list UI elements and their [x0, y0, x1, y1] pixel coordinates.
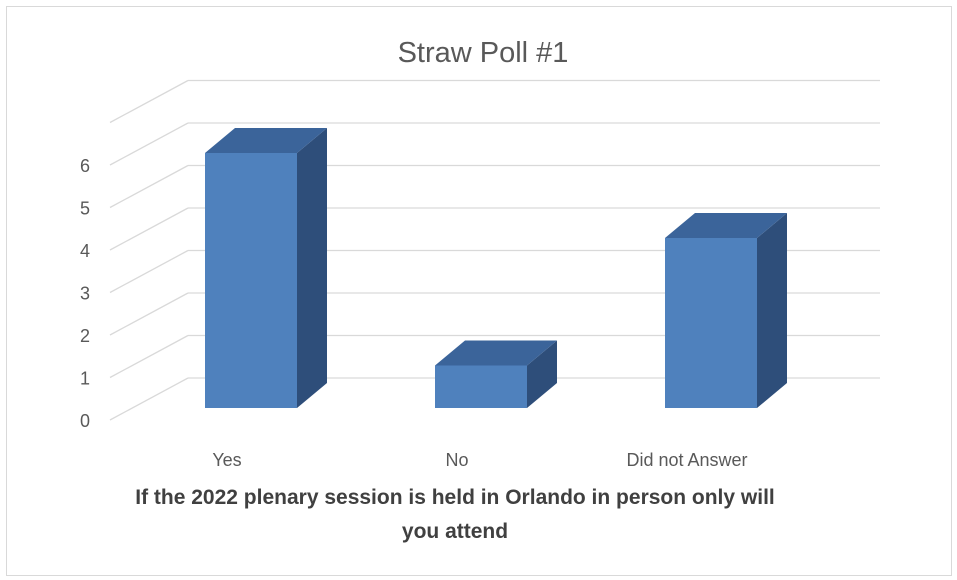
gridline-side: [109, 164, 189, 209]
bar: [205, 128, 327, 408]
bar-front: [435, 365, 527, 408]
gridline-side: [109, 249, 189, 294]
gridline-side: [109, 292, 189, 336]
y-tick-label: 0: [80, 411, 90, 431]
x-axis-label-line-1: If the 2022 plenary session is held in O…: [135, 486, 775, 509]
bar-front: [665, 238, 757, 408]
gridline-side: [109, 334, 189, 379]
y-tick-label: 5: [80, 199, 90, 219]
bar: [435, 340, 557, 408]
x-category-label: Did not Answer: [626, 450, 747, 470]
y-axis-ticks: 0 1 2 3 4 5 6: [80, 156, 90, 431]
bars: [205, 128, 787, 408]
bar-side: [297, 128, 327, 408]
y-tick-label: 1: [80, 369, 90, 389]
bar-side: [757, 213, 787, 408]
bar-front: [205, 153, 297, 408]
bar-top: [205, 128, 327, 153]
chart-frame: [6, 6, 952, 576]
x-axis-label-line-2: you attend: [402, 520, 508, 543]
y-tick-label: 2: [80, 326, 90, 346]
category-labels: Yes No Did not Answer: [212, 450, 747, 470]
y-tick-label: 6: [80, 156, 90, 176]
y-tick-label: 3: [80, 284, 90, 304]
gridline-side: [109, 122, 189, 166]
gridline-side: [109, 79, 189, 124]
gridline-side: [109, 377, 189, 421]
bar-side: [527, 340, 557, 408]
bar: [665, 213, 787, 408]
gridline-side: [109, 207, 189, 251]
x-category-label: Yes: [212, 450, 241, 470]
bar-top: [435, 340, 557, 366]
y-tick-label: 4: [80, 241, 90, 261]
x-category-label: No: [445, 450, 468, 470]
chart-title: Straw Poll #1: [398, 37, 569, 69]
bar-top: [665, 213, 787, 238]
